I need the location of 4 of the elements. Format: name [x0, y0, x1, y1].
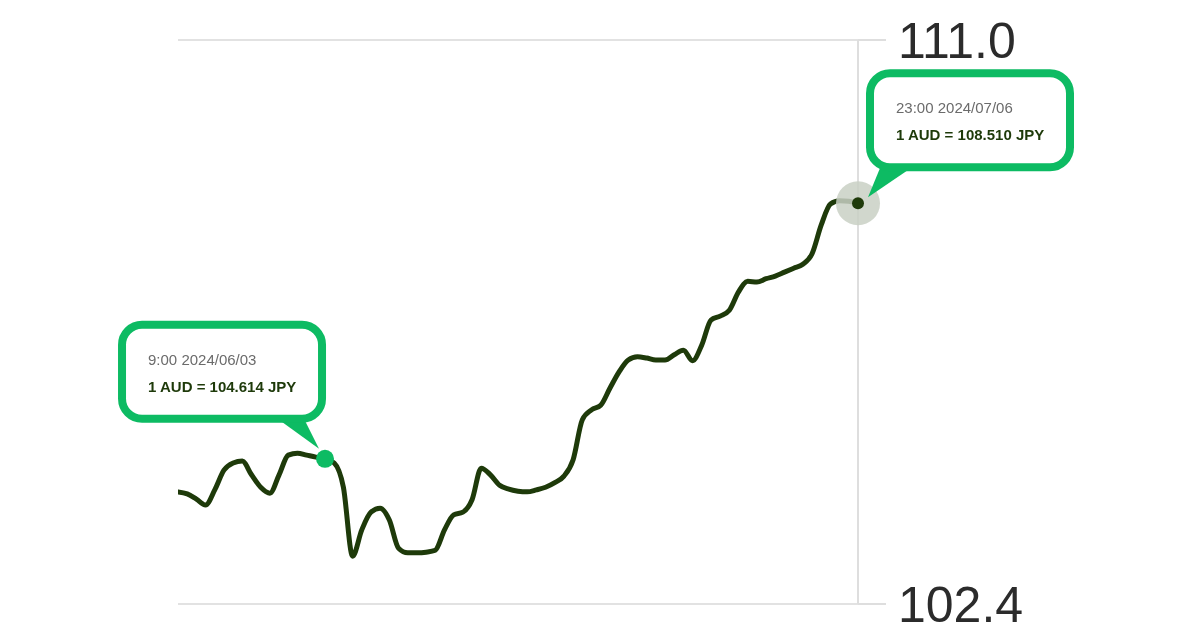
y-tick-label: 102.4: [898, 576, 1024, 628]
annotation: 9:00 2024/06/03 1 AUD = 104.614 JPY: [148, 350, 297, 395]
text: 23:00 2024/07/06 1 AUD = 108.510 JPY: [896, 99, 1045, 144]
y-tick-label: 111.0: [898, 12, 1016, 69]
